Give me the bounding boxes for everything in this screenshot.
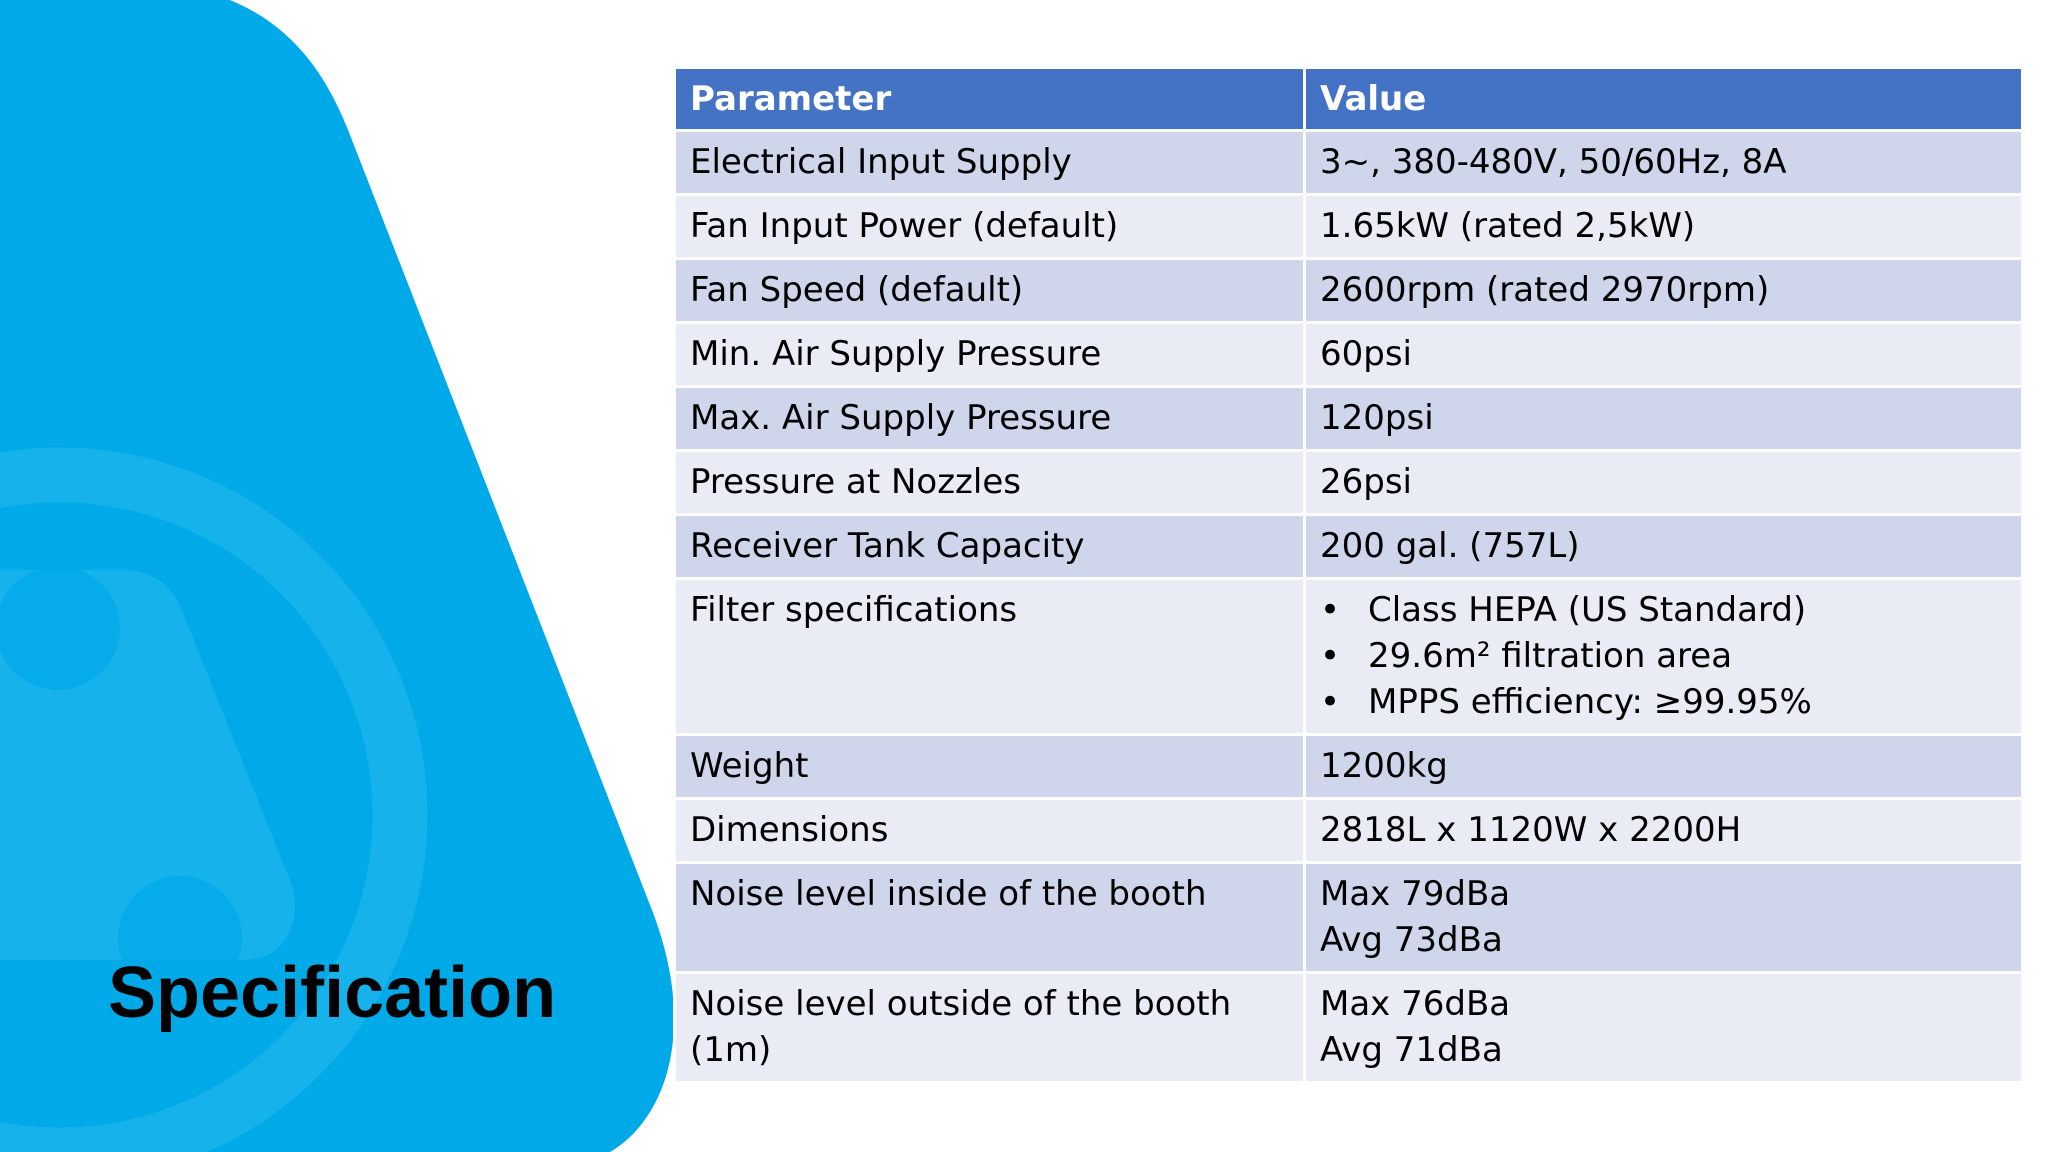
value-cell: 120psi <box>1303 385 2024 452</box>
parameter-cell: Pressure at Nozzles <box>673 449 1306 516</box>
table-row: Fan Speed (default) 2600rpm (rated 2970r… <box>673 257 2024 324</box>
table-row: Max. Air Supply Pressure 120psi <box>673 385 2024 452</box>
parameter-cell: Max. Air Supply Pressure <box>673 385 1306 452</box>
list-item: MPPS efficiency: ≥99.95% <box>1320 679 2007 725</box>
specification-table: Parameter Value Electrical Input Supply … <box>673 66 2024 1084</box>
value-cell: Max 76dBa Avg 71dBa <box>1303 971 2024 1084</box>
noise-max-line: Max 79dBa <box>1320 874 1511 914</box>
table-row: Receiver Tank Capacity 200 gal. (757L) <box>673 513 2024 580</box>
parameter-cell: Fan Speed (default) <box>673 257 1306 324</box>
noise-max-line: Max 76dBa <box>1320 984 1511 1024</box>
parameter-cell: Min. Air Supply Pressure <box>673 321 1306 388</box>
list-item: 29.6m² filtration area <box>1320 633 2007 679</box>
table-row: Fan Input Power (default) 1.65kW (rated … <box>673 193 2024 260</box>
column-header-value: Value <box>1303 66 2024 132</box>
logo-watermark-icon <box>0 447 428 1152</box>
value-cell: 2818L x 1120W x 2200H <box>1303 797 2024 864</box>
filter-spec-list: Class HEPA (US Standard) 29.6m² filtrati… <box>1320 587 2007 725</box>
table-row: Filter specifications Class HEPA (US Sta… <box>673 577 2024 736</box>
parameter-cell: Fan Input Power (default) <box>673 193 1306 260</box>
value-cell: 26psi <box>1303 449 2024 516</box>
table-row: Noise level inside of the booth Max 79dB… <box>673 861 2024 974</box>
parameter-cell: Receiver Tank Capacity <box>673 513 1306 580</box>
table-row: Dimensions 2818L x 1120W x 2200H <box>673 797 2024 864</box>
parameter-cell: Dimensions <box>673 797 1306 864</box>
table-row: Noise level outside of the booth (1m) Ma… <box>673 971 2024 1084</box>
list-item: Class HEPA (US Standard) <box>1320 587 2007 633</box>
parameter-cell: Noise level outside of the booth (1m) <box>673 971 1306 1084</box>
table-row: Weight 1200kg <box>673 733 2024 800</box>
value-cell: 60psi <box>1303 321 2024 388</box>
noise-avg-line: Avg 73dBa <box>1320 920 1503 960</box>
noise-avg-line: Avg 71dBa <box>1320 1030 1503 1070</box>
slide-title: Specification <box>108 953 557 1033</box>
value-cell: 200 gal. (757L) <box>1303 513 2024 580</box>
parameter-cell: Noise level inside of the booth <box>673 861 1306 974</box>
parameter-cell: Filter specifications <box>673 577 1306 736</box>
table-row: Pressure at Nozzles 26psi <box>673 449 2024 516</box>
value-cell: 2600rpm (rated 2970rpm) <box>1303 257 2024 324</box>
table-header-row: Parameter Value <box>673 66 2024 132</box>
parameter-cell: Weight <box>673 733 1306 800</box>
column-header-parameter: Parameter <box>673 66 1306 132</box>
table-row: Electrical Input Supply 3~, 380-480V, 50… <box>673 129 2024 196</box>
parameter-cell: Electrical Input Supply <box>673 129 1306 196</box>
value-cell: Max 79dBa Avg 73dBa <box>1303 861 2024 974</box>
value-cell: 3~, 380-480V, 50/60Hz, 8A <box>1303 129 2024 196</box>
value-cell: 1200kg <box>1303 733 2024 800</box>
value-cell: 1.65kW (rated 2,5kW) <box>1303 193 2024 260</box>
table-row: Min. Air Supply Pressure 60psi <box>673 321 2024 388</box>
value-cell: Class HEPA (US Standard) 29.6m² filtrati… <box>1303 577 2024 736</box>
